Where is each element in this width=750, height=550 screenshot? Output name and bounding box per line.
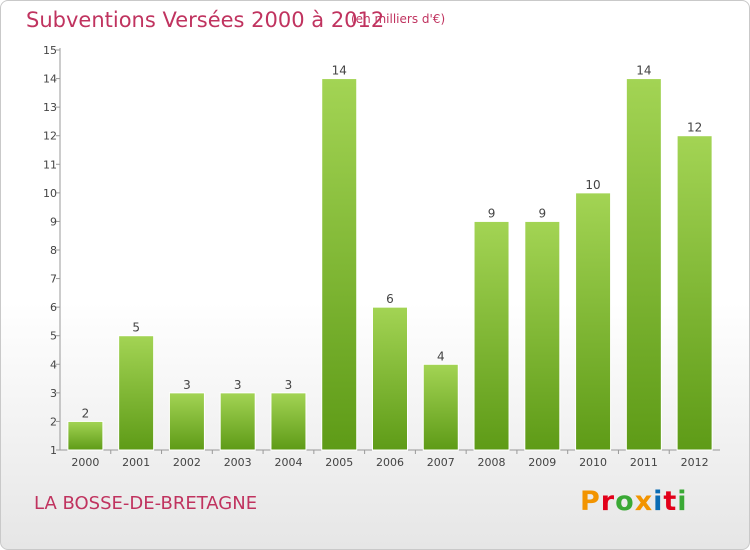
logo-letter: x	[634, 486, 654, 517]
chart-subtitle: (en milliers d'€)	[351, 12, 446, 26]
x-tick-label: 2008	[478, 456, 506, 469]
y-tick-label: 2	[50, 415, 57, 428]
y-tick-label: 13	[43, 101, 57, 114]
logo-letter: r	[600, 486, 616, 517]
y-tick-label: 4	[50, 358, 57, 371]
bar-value-label: 3	[285, 378, 293, 392]
x-tick-label: 2003	[224, 456, 252, 469]
chart-title: Subventions Versées 2000 à 2012	[26, 8, 385, 32]
y-tick-label: 5	[50, 330, 57, 343]
x-tick-label: 2002	[173, 456, 201, 469]
x-tick-label: 2011	[630, 456, 658, 469]
y-tick-label: 9	[50, 215, 57, 228]
y-tick-label: 10	[43, 187, 57, 200]
logo-letter: t	[663, 486, 678, 517]
bar-value-label: 3	[183, 378, 191, 392]
bar-value-label: 12	[687, 121, 702, 135]
bar-2000[interactable]	[67, 420, 104, 451]
y-tick-label: 12	[43, 130, 57, 143]
x-tick-label: 2004	[274, 456, 302, 469]
bar-value-label: 10	[585, 178, 600, 192]
x-tick-label: 2000	[71, 456, 99, 469]
bar-value-label: 2	[82, 406, 90, 420]
x-tick-label: 2005	[325, 456, 353, 469]
bar-2010[interactable]	[575, 192, 612, 451]
bar-2003[interactable]	[219, 392, 256, 451]
bar-2007[interactable]	[422, 363, 459, 451]
y-tick-label: 7	[50, 273, 57, 286]
y-tick-label: 11	[43, 158, 57, 171]
x-tick-label: 2006	[376, 456, 404, 469]
bar-value-label: 3	[234, 378, 242, 392]
x-tick-label: 2010	[579, 456, 607, 469]
logo-letter: P	[580, 486, 601, 517]
x-tick-label: 2001	[122, 456, 150, 469]
bar-value-label: 9	[488, 206, 496, 220]
bar-2011[interactable]	[625, 78, 662, 451]
place-name: LA BOSSE-DE-BRETAGNE	[34, 493, 258, 514]
bar-2009[interactable]	[524, 220, 561, 451]
bar-value-label: 4	[437, 349, 445, 363]
logo-letter: o	[615, 486, 635, 517]
bar-value-label: 5	[132, 321, 140, 335]
y-tick-label: 3	[50, 387, 57, 400]
y-tick-label: 8	[50, 244, 57, 257]
logo-letter: i	[653, 486, 664, 517]
bar-2008[interactable]	[473, 220, 510, 451]
bar-value-label: 9	[538, 206, 546, 220]
bar-2006[interactable]	[372, 306, 408, 451]
bar-2012[interactable]	[676, 135, 713, 451]
bar-value-label: 6	[386, 292, 394, 306]
proxiti-logo[interactable]: Proxiti	[580, 486, 688, 517]
bar-2005[interactable]	[321, 78, 358, 451]
y-tick-label: 6	[50, 301, 57, 314]
y-tick-label: 14	[43, 73, 57, 86]
bar-value-label: 14	[636, 64, 651, 78]
y-tick-label: 15	[43, 44, 57, 57]
logo-letter: i	[677, 486, 688, 517]
x-tick-label: 2007	[427, 456, 455, 469]
y-tick-label: 1	[50, 444, 57, 457]
bar-value-label: 14	[332, 64, 347, 78]
bar-2002[interactable]	[168, 392, 205, 451]
x-tick-label: 2012	[681, 456, 709, 469]
bar-2001[interactable]	[118, 335, 155, 451]
x-tick-label: 2009	[528, 456, 556, 469]
bar-2004[interactable]	[270, 392, 307, 451]
